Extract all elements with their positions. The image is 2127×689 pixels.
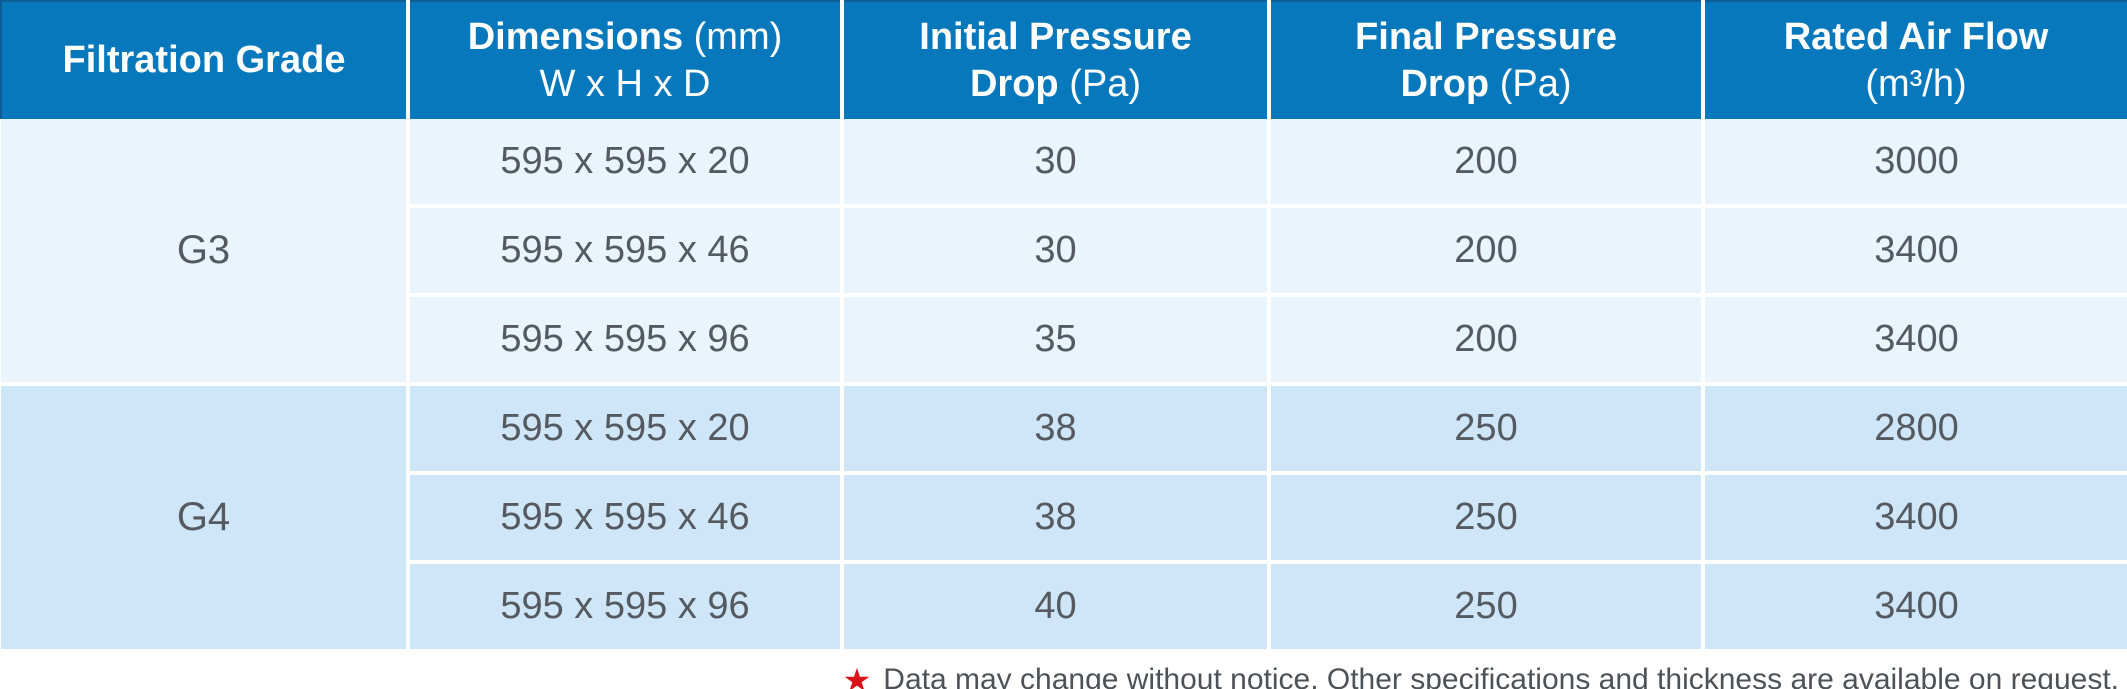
- header-sublabel: W x H x D: [539, 62, 711, 105]
- header-unit: (mm): [683, 15, 783, 58]
- header-rated-air-flow: Rated Air Flow (m³/h): [1703, 0, 2127, 119]
- table-row: G3 595 x 595 x 20 30 200 3000: [1, 119, 2127, 386]
- header-filtration-grade: Filtration Grade: [0, 0, 410, 119]
- grade-cell-g3: G3: [1, 119, 410, 386]
- final-pressure-cell: 250: [1267, 382, 1705, 475]
- header-label: Final Pressure: [1355, 15, 1617, 58]
- air-flow-cell: 3400: [1701, 471, 2127, 564]
- table-row: 595 x 595 x 96 40 250 3400: [1, 560, 2127, 649]
- dimensions-cell: 595 x 595 x 96: [406, 293, 844, 386]
- header-label: Dimensions: [467, 15, 684, 58]
- dimensions-cell: 595 x 595 x 20: [406, 382, 844, 475]
- star-icon: ★: [842, 661, 872, 689]
- initial-pressure-cell: 38: [840, 471, 1271, 564]
- final-pressure-cell: 200: [1267, 119, 1705, 208]
- initial-pressure-cell: 38: [840, 382, 1271, 475]
- final-pressure-cell: 200: [1267, 204, 1705, 297]
- table-body: G3 595 x 595 x 20 30 200 3000 595 x 595 …: [1, 119, 2127, 649]
- header-label: Filtration Grade: [62, 39, 346, 81]
- grade-cell-g4: G4: [1, 384, 410, 649]
- dimensions-cell: 595 x 595 x 46: [406, 204, 844, 297]
- air-flow-cell: 3400: [1701, 560, 2127, 649]
- initial-pressure-cell: 30: [840, 204, 1271, 297]
- initial-pressure-cell: 30: [840, 119, 1271, 208]
- final-pressure-cell: 200: [1267, 293, 1705, 386]
- final-pressure-cell: 250: [1267, 560, 1705, 649]
- table-row: G4 595 x 595 x 20 38 250 2800: [1, 382, 2127, 649]
- air-flow-cell: 3400: [1701, 204, 2127, 297]
- air-flow-cell: 3000: [1701, 119, 2127, 208]
- footnote: ★ Data may change without notice. Other …: [0, 649, 2127, 689]
- header-unit: (m³/h): [1865, 62, 1967, 105]
- header-dimensions: Dimensions (mm) W x H x D: [408, 0, 844, 119]
- air-flow-cell: 3400: [1701, 293, 2127, 386]
- dimensions-cell: 595 x 595 x 96: [406, 560, 844, 649]
- header-label: Initial Pressure: [919, 15, 1192, 58]
- air-flow-cell: 2800: [1701, 382, 2127, 475]
- initial-pressure-cell: 40: [840, 560, 1271, 649]
- final-pressure-cell: 250: [1267, 471, 1705, 564]
- header-unit: (Pa): [1489, 62, 1572, 105]
- table-header: Filtration Grade Dimensions (mm) W x H x…: [0, 0, 2127, 119]
- dimensions-cell: 595 x 595 x 20: [406, 119, 844, 208]
- header-unit: (Pa): [1058, 62, 1141, 105]
- header-initial-pressure-drop: Initial Pressure Drop (Pa): [842, 0, 1271, 119]
- table-row: 595 x 595 x 46 38 250 3400: [1, 471, 2127, 564]
- header-row: Filtration Grade Dimensions (mm) W x H x…: [0, 0, 2127, 119]
- filter-spec-table: Filtration Grade Dimensions (mm) W x H x…: [0, 0, 2127, 649]
- dimensions-cell: 595 x 595 x 46: [406, 471, 844, 564]
- header-label: Rated Air Flow: [1783, 15, 2049, 58]
- table-row: 595 x 595 x 46 30 200 3400: [1, 204, 2127, 297]
- initial-pressure-cell: 35: [840, 293, 1271, 386]
- footnote-text: Data may change without notice. Other sp…: [883, 663, 2119, 689]
- header-final-pressure-drop: Final Pressure Drop (Pa): [1269, 0, 1705, 119]
- table-row: 595 x 595 x 96 35 200 3400: [1, 293, 2127, 386]
